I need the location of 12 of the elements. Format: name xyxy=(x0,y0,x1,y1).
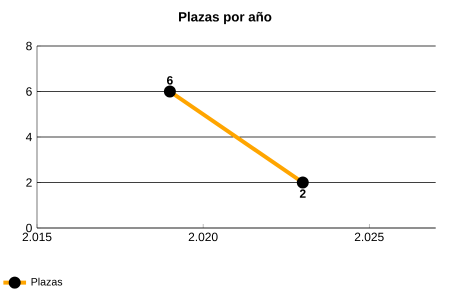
y-tick-label: 6 xyxy=(26,87,32,96)
legend-label: Plazas xyxy=(32,278,62,286)
data-label: 2 xyxy=(300,189,306,198)
x-tick-label: 2.015 xyxy=(22,232,52,242)
y-tick-label: 0 xyxy=(26,224,32,232)
y-tick-label: 4 xyxy=(26,132,32,142)
data-label: 6 xyxy=(167,76,173,85)
y-tick-label: 8 xyxy=(26,42,32,50)
chart-title: Plazas por año xyxy=(179,12,272,24)
y-tick-label: 2 xyxy=(26,178,32,187)
x-tick-label: 2.025 xyxy=(354,232,384,242)
x-tick-label: 2.020 xyxy=(188,232,218,242)
